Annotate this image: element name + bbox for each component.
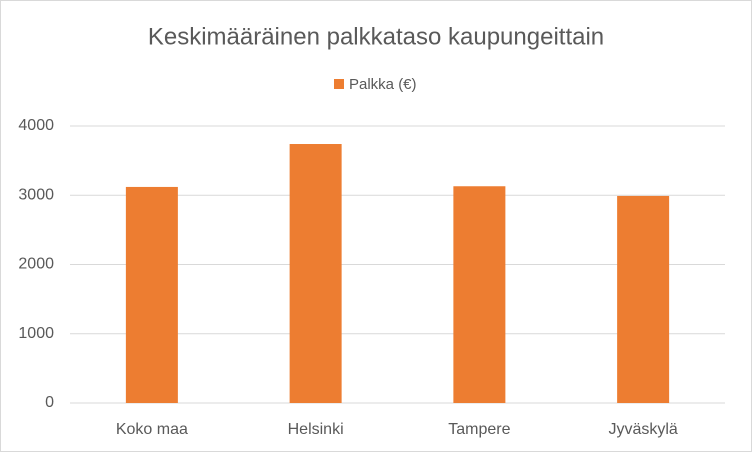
legend-swatch: [334, 79, 344, 89]
bar: [125, 186, 178, 403]
legend-label: Palkka (€): [349, 76, 417, 93]
y-tick-label: 4000: [18, 117, 54, 134]
x-tick-label: Jyväskylä: [608, 421, 677, 438]
y-tick-label: 0: [45, 394, 54, 411]
bar: [289, 144, 342, 403]
y-tick-label: 3000: [18, 186, 54, 203]
x-tick-label: Koko maa: [116, 421, 188, 438]
x-tick-label: Tampere: [448, 421, 510, 438]
y-tick-label: 1000: [18, 325, 54, 342]
chart-title: Keskimääräinen palkkataso kaupungeittain: [148, 23, 604, 50]
bar: [453, 186, 506, 403]
x-tick-label: Helsinki: [288, 421, 344, 438]
y-tick-label: 2000: [18, 256, 54, 273]
bar: [617, 195, 670, 403]
